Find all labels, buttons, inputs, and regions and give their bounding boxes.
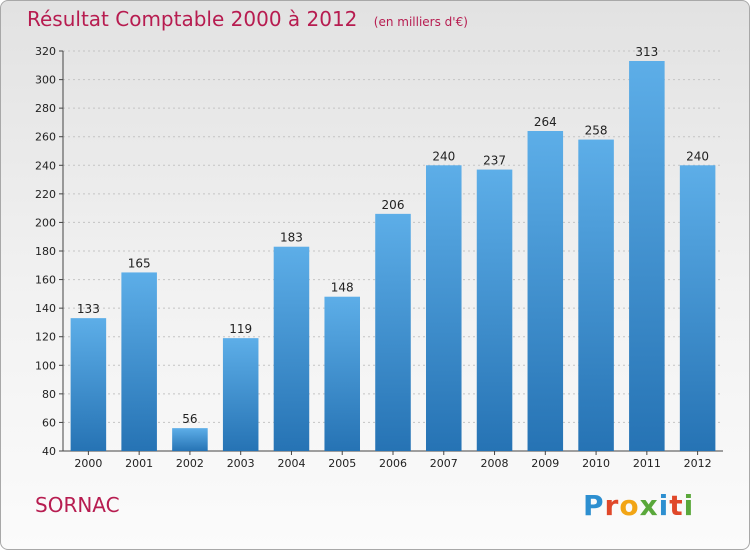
bar [426, 165, 462, 452]
bar [629, 61, 665, 451]
logo-letter: i [658, 489, 670, 522]
y-tick-label: 160 [35, 274, 56, 287]
bar-value-label: 183 [280, 231, 303, 245]
bar-value-label: 240 [432, 149, 455, 163]
bar-value-label: 258 [585, 124, 608, 138]
y-tick-label: 100 [35, 359, 56, 372]
bar-value-label: 165 [128, 256, 151, 270]
bar-value-label: 206 [382, 198, 405, 212]
logo-letter: x [639, 489, 659, 522]
x-tick-label: 2004 [277, 457, 305, 470]
bar [172, 428, 208, 451]
x-tick-label: 2008 [481, 457, 509, 470]
commune-name: SORNAC [35, 493, 120, 517]
y-tick-label: 280 [35, 102, 56, 115]
x-tick-label: 2006 [379, 457, 407, 470]
x-tick-label: 2005 [328, 457, 356, 470]
y-tick-label: 240 [35, 159, 56, 172]
bar [527, 131, 564, 451]
logo-letter: t [669, 489, 684, 522]
y-tick-label: 200 [35, 216, 56, 229]
bar-value-label: 56 [182, 412, 197, 426]
chart-title-text: Résultat Comptable 2000 à 2012 [27, 7, 358, 31]
bar-value-label: 240 [686, 149, 709, 163]
y-tick-label: 120 [35, 331, 56, 344]
bar [324, 296, 360, 451]
y-tick-label: 80 [42, 388, 56, 401]
bars [70, 61, 716, 452]
logo-letter: i [683, 489, 695, 522]
x-tick-label: 2009 [531, 457, 559, 470]
x-tick-label: 2002 [176, 457, 204, 470]
x-tick-label: 2000 [74, 457, 102, 470]
bar-value-label: 133 [77, 302, 100, 316]
bar [273, 246, 310, 451]
chart-subtitle: (en milliers d'€) [373, 15, 468, 29]
x-tick-label: 2007 [430, 457, 458, 470]
x-tick-label: 2003 [227, 457, 255, 470]
proxiti-logo: Proxiti [583, 489, 694, 522]
bar [70, 318, 107, 451]
logo-letter: r [604, 489, 620, 522]
bar-value-label: 148 [331, 281, 354, 295]
bar-value-label: 237 [483, 154, 506, 168]
y-tick-label: 320 [35, 45, 56, 58]
bar [375, 213, 411, 451]
bar-value-label: 119 [229, 322, 252, 336]
x-tick-label: 2011 [633, 457, 661, 470]
logo-letter: o [619, 489, 640, 522]
y-tick-label: 40 [42, 445, 56, 458]
bar [476, 169, 513, 452]
bar [578, 139, 614, 452]
logo-letter: P [583, 489, 605, 522]
x-tick-label: 2010 [582, 457, 610, 470]
x-tick-label: 2012 [684, 457, 712, 470]
y-tick-label: 180 [35, 245, 56, 258]
bar [679, 165, 716, 452]
bar [121, 272, 157, 451]
bar [222, 338, 259, 451]
x-tick-label: 2001 [125, 457, 153, 470]
y-tick-label: 260 [35, 131, 56, 144]
y-tick-label: 300 [35, 74, 56, 87]
y-tick-label: 60 [42, 416, 56, 429]
data-labels: 133 165 56 119 183 148 206 240 237 264 258 313 240 [77, 45, 709, 426]
bar-value-label: 313 [635, 45, 658, 59]
chart-title: Résultat Comptable 2000 à 2012 (en milli… [27, 7, 468, 31]
bar-value-label: 264 [534, 115, 557, 129]
y-tick-label: 140 [35, 302, 56, 315]
y-tick-label: 220 [35, 188, 56, 201]
